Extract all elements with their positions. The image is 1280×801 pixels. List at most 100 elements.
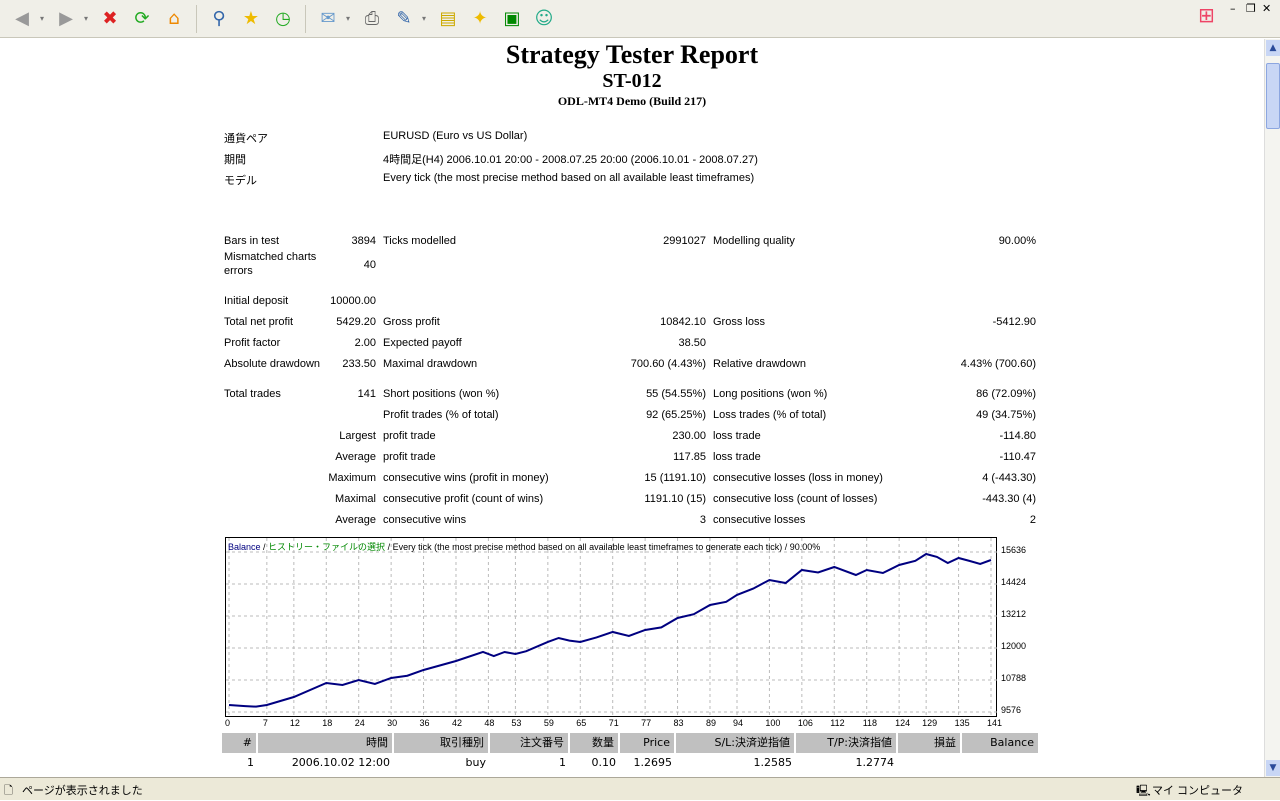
- stat-label: Gross loss: [713, 316, 765, 328]
- scrollbar-thumb[interactable]: [1266, 63, 1280, 129]
- toolbar-divider: [305, 4, 306, 33]
- star-sync-icon[interactable]: ✦: [472, 8, 488, 29]
- home-icon[interactable]: ⌂: [168, 8, 180, 29]
- print-icon[interactable]: ⎙: [364, 8, 380, 29]
- stat-value: 117.85: [673, 451, 706, 463]
- messenger-icon[interactable]: ☺: [534, 8, 554, 29]
- x-tick-label: 71: [608, 718, 619, 728]
- stat-label: profit trade: [383, 430, 436, 442]
- search-icon[interactable]: ⚲: [212, 8, 226, 29]
- forward-icon[interactable]: ▶: [59, 8, 73, 29]
- chevron-down-icon[interactable]: ▾: [346, 14, 351, 23]
- folder-icon[interactable]: ▤: [439, 8, 457, 29]
- messenger-box-icon[interactable]: ▣: [503, 8, 521, 29]
- x-tick-label: 7: [262, 718, 268, 728]
- column-header[interactable]: 数量: [570, 733, 620, 753]
- table-cell: [898, 753, 962, 773]
- column-header[interactable]: Price: [620, 733, 676, 753]
- x-tick-label: 36: [419, 718, 430, 728]
- table-row: 1 2006.10.02 12:00 buy 1 0.10 1.2695 1.2585 1.2…: [222, 753, 1040, 773]
- stat-label: Total trades: [224, 388, 281, 400]
- stat-value: Maximal: [335, 493, 376, 505]
- stat-label: Maximal drawdown: [383, 358, 478, 370]
- y-tick-label: 13212: [1001, 609, 1027, 619]
- windows-logo-icon: ⊞: [1198, 3, 1215, 27]
- minimize-icon[interactable]: –: [1230, 2, 1236, 15]
- stat-label: consecutive loss (count of losses): [713, 493, 878, 505]
- scroll-up-icon[interactable]: ▲: [1266, 40, 1280, 56]
- zone-text: マイ コンピュータ: [1152, 785, 1244, 797]
- stat-value: -110.47: [999, 451, 1037, 463]
- x-tick-label: 0: [225, 718, 231, 728]
- stat-value: 49 (34.75%): [976, 409, 1036, 421]
- x-tick-label: 59: [543, 718, 554, 728]
- column-header[interactable]: T/P:決済指値: [796, 733, 898, 753]
- x-tick-label: 30: [387, 718, 398, 728]
- info-value: 4時間足(H4) 2006.10.01 20:00 - 2008.07.25 2…: [383, 154, 758, 166]
- column-header[interactable]: S/L:決済逆指値: [676, 733, 796, 753]
- scroll-down-icon[interactable]: ▼: [1266, 760, 1280, 776]
- chevron-down-icon[interactable]: ▾: [422, 14, 427, 23]
- stat-label: Expected payoff: [383, 337, 462, 349]
- legend-sep: /: [260, 542, 269, 552]
- info-value: Every tick (the most precise method base…: [383, 172, 755, 184]
- close-icon[interactable]: ✕: [1262, 2, 1272, 15]
- mail-icon[interactable]: ✉: [320, 8, 336, 29]
- y-tick-label: 9576: [1001, 705, 1022, 715]
- edit-icon[interactable]: ✎: [396, 8, 412, 29]
- stat-value: 10000.00: [330, 295, 376, 307]
- x-tick-label: 135: [954, 718, 970, 728]
- stat-value: 700.60 (4.43%): [630, 358, 706, 370]
- table-cell: 1.2585: [753, 756, 793, 769]
- x-tick-label: 77: [641, 718, 652, 728]
- stat-value: 233.50: [342, 358, 376, 370]
- stat-label: consecutive wins (profit in money): [383, 472, 549, 484]
- refresh-icon[interactable]: ⟳: [134, 8, 150, 29]
- back-icon[interactable]: ◀: [15, 8, 29, 29]
- column-header[interactable]: 時間: [258, 733, 394, 753]
- x-tick-label: 106: [797, 718, 813, 728]
- column-header[interactable]: Balance: [962, 733, 1040, 753]
- table-cell: 1.2774: [855, 756, 895, 769]
- x-tick-label: 94: [733, 718, 744, 728]
- favorites-star-icon[interactable]: ★: [242, 8, 260, 29]
- stat-value: 10842.10: [660, 316, 706, 328]
- stat-label: Relative drawdown: [713, 358, 806, 370]
- x-tick-label: 65: [576, 718, 587, 728]
- stat-value: Maximum: [328, 472, 376, 484]
- x-tick-label: 53: [511, 718, 522, 728]
- table-cell: 1: [247, 756, 254, 769]
- legend-history: ヒストリー・ファイルの選択: [268, 542, 386, 552]
- chevron-down-icon[interactable]: ▾: [40, 14, 45, 23]
- stat-value: -114.80: [999, 430, 1037, 442]
- x-tick-label: 112: [830, 718, 845, 728]
- stat-label: loss trade: [713, 430, 761, 442]
- stat-label: loss trade: [713, 451, 761, 463]
- column-header[interactable]: 注文番号: [490, 733, 570, 753]
- stat-value: 86 (72.09%): [976, 388, 1036, 400]
- column-header[interactable]: #: [222, 733, 258, 753]
- y-tick-label: 14424: [1001, 577, 1027, 587]
- column-header[interactable]: 損益: [898, 733, 962, 753]
- stat-label: Total net profit: [224, 316, 294, 328]
- stat-label: Modelling quality: [713, 235, 795, 247]
- stat-value: 92 (65.25%): [646, 409, 706, 421]
- x-tick-label: 124: [895, 718, 911, 728]
- column-header[interactable]: 取引種別: [394, 733, 490, 753]
- info-label: 通貨ペア: [224, 133, 268, 145]
- stop-icon[interactable]: ✖: [102, 8, 118, 29]
- stat-value: Average: [335, 451, 376, 463]
- x-tick-label: 48: [484, 718, 495, 728]
- chevron-down-icon[interactable]: ▾: [84, 14, 89, 23]
- x-tick-label: 12: [289, 718, 300, 728]
- status-bar: 🗋 ページが表示されました 🖳 マイ コンピュータ: [0, 777, 1280, 800]
- page-icon: 🗋: [4, 785, 13, 797]
- vertical-scrollbar[interactable]: ▲ ▼: [1264, 39, 1280, 777]
- stat-value: Average: [335, 514, 376, 526]
- stat-label: Loss trades (% of total): [713, 409, 827, 421]
- history-icon[interactable]: ◷: [275, 8, 291, 29]
- x-tick-label: 89: [705, 718, 716, 728]
- info-label: 期間: [224, 154, 246, 166]
- restore-icon[interactable]: ❐: [1246, 2, 1256, 15]
- x-tick-label: 18: [322, 718, 333, 728]
